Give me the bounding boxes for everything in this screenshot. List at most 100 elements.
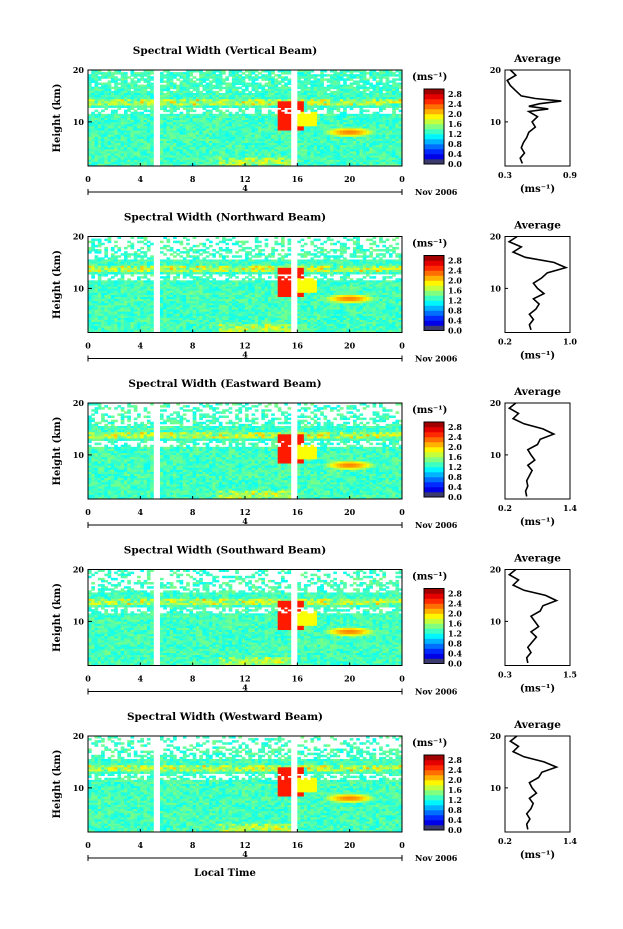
heatmap-cell [303, 80, 308, 83]
heatmap-cell [310, 118, 315, 121]
heatmap-cell [169, 267, 174, 271]
heatmap-cell [392, 132, 396, 136]
heatmap-cell [163, 92, 167, 96]
heatmap-cell [385, 118, 390, 121]
heatmap-cell [110, 118, 115, 121]
heatmap-cell [192, 84, 197, 88]
heatmap-cell [398, 159, 403, 163]
heatmap-cell [392, 111, 396, 115]
heatmap-cell [205, 82, 210, 86]
heatmap-cell [146, 74, 151, 77]
heatmap-cell [186, 92, 190, 96]
heatmap-cell [163, 280, 167, 283]
heatmap-cell [94, 155, 99, 159]
heatmap-cell [140, 301, 144, 304]
heatmap-cell [117, 105, 122, 108]
heatmap-cell [169, 315, 174, 319]
heatmap-cell [140, 286, 144, 290]
heatmap-cell [163, 122, 167, 125]
heatmap-cell [349, 159, 354, 163]
heatmap-cell [130, 72, 135, 75]
heatmap-cell [166, 271, 171, 275]
heatmap-cell [120, 136, 125, 140]
heatmap-cell [179, 269, 184, 273]
heatmap-cell [130, 128, 135, 131]
heatmap-cell [359, 72, 364, 75]
heatmap-cell [146, 263, 151, 267]
heatmap-cell [222, 95, 226, 98]
heatmap-cell [94, 136, 99, 140]
heatmap-cell [140, 257, 144, 260]
heatmap-cell [343, 101, 347, 104]
heatmap-cell [166, 274, 171, 277]
heatmap-cell [388, 86, 393, 90]
heatmap-cell [192, 138, 197, 142]
heatmap-cell [173, 122, 177, 125]
heatmap-cell [104, 163, 109, 167]
heatmap-cell [189, 118, 194, 121]
heatmap-cell [235, 118, 239, 121]
heatmap-cell [166, 86, 171, 90]
heatmap-cell [333, 140, 337, 144]
heatmap-cell [251, 134, 256, 138]
heatmap-cell [179, 319, 184, 323]
y-axis-label: Height (km) [52, 84, 63, 153]
heatmap-cell [245, 128, 249, 131]
heatmap-cell [212, 97, 216, 100]
heatmap-cell [303, 105, 308, 108]
heatmap-cell [166, 284, 171, 287]
heatmap-cell [159, 265, 164, 269]
heatmap-cell [284, 86, 288, 90]
heatmap-cell [398, 76, 403, 79]
heatmap-cell [182, 317, 187, 321]
heatmap-cell [127, 301, 131, 304]
heatmap-cell [280, 140, 285, 144]
heatmap-cell [215, 157, 220, 161]
heatmap-cell [339, 163, 344, 167]
colorbar-segment [424, 104, 444, 110]
heatmap-cell [251, 161, 256, 165]
heatmap-cell [385, 99, 390, 102]
heatmap-cell [123, 257, 128, 260]
heatmap-cell [277, 99, 282, 102]
heatmap-cell [182, 136, 187, 140]
heatmap-cell [264, 70, 269, 73]
heatmap-cell [140, 90, 144, 94]
heatmap-cell [310, 107, 315, 111]
heatmap-cell [176, 330, 180, 333]
heatmap-cell [182, 80, 187, 83]
heatmap-cell [143, 159, 148, 163]
heatmap-cell [179, 122, 184, 125]
heatmap-cell [159, 251, 164, 254]
heatmap-cell [179, 251, 184, 254]
heatmap-cell [202, 118, 207, 121]
heatmap-cell [241, 80, 246, 83]
heatmap-cell [173, 90, 177, 94]
heatmap-cell [143, 92, 148, 96]
heatmap-cell [215, 78, 220, 81]
heatmap-cell [182, 122, 187, 125]
heatmap-cell [146, 115, 151, 119]
heatmap-cell [307, 149, 311, 152]
heatmap-cell [91, 328, 95, 331]
heatmap-cell [94, 151, 99, 154]
heatmap-cell [235, 134, 239, 138]
heatmap-cell [310, 109, 315, 113]
heatmap-cell [251, 84, 256, 88]
heatmap-cell [146, 282, 151, 285]
heatmap-cell [359, 120, 364, 123]
heatmap-cell [150, 257, 154, 260]
heatmap-cell [323, 140, 328, 144]
heatmap-cell [274, 145, 279, 148]
heatmap-cell [251, 126, 256, 129]
heatmap-cell [251, 92, 256, 96]
heatmap-cell [215, 115, 220, 119]
heatmap-cell [159, 315, 164, 319]
heatmap-cell [267, 138, 272, 142]
heatmap-cell [189, 124, 194, 127]
heatmap-cell [123, 269, 128, 273]
heatmap-cell [104, 159, 109, 163]
heatmap-cell [186, 147, 190, 150]
heatmap-cell [215, 103, 220, 106]
heatmap-cell [323, 97, 328, 100]
